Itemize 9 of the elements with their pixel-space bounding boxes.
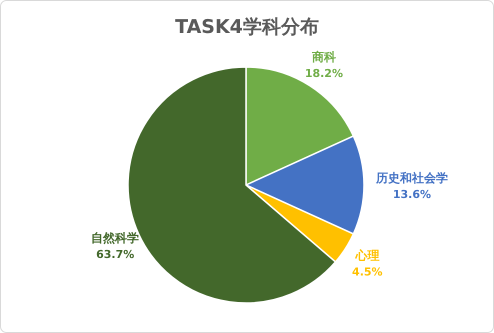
data-label: 13.6% [392,188,432,201]
data-label: 18.2% [304,66,343,80]
data-label: 4.5% [352,266,383,279]
chart-title: TASK4学科分布 [175,16,319,38]
data-label: 63.7% [96,248,134,262]
slice-label: 历史和社会学 [374,171,448,185]
slice-label: 商科 [310,50,336,64]
slice-label: 自然科学 [91,231,140,246]
slice-label: 心理 [354,248,380,263]
